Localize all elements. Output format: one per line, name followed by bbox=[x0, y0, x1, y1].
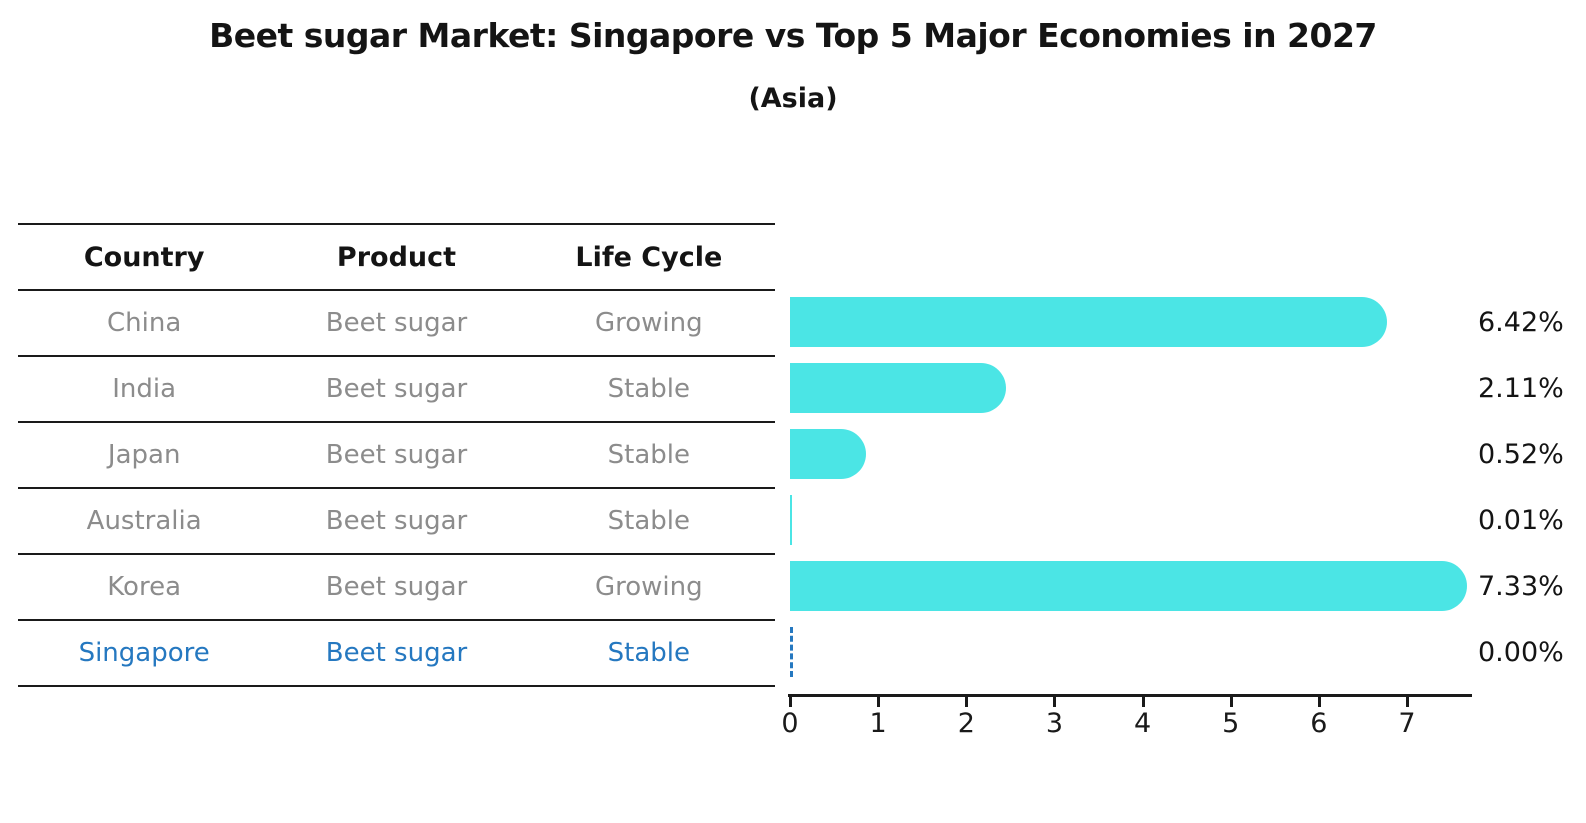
table-cell-life-cycle: Stable bbox=[607, 506, 690, 536]
bar-row-australia bbox=[790, 487, 1490, 553]
bar-row-korea bbox=[790, 553, 1490, 619]
table-cell-country: Australia bbox=[86, 506, 202, 536]
table-header-row: Country Product Life Cycle bbox=[18, 223, 775, 289]
x-axis-tick bbox=[1053, 694, 1057, 707]
value-label: 7.33% bbox=[1478, 570, 1564, 602]
bar-row-india bbox=[790, 355, 1490, 421]
x-axis-tick-label: 1 bbox=[869, 708, 887, 739]
bar-row-singapore bbox=[790, 619, 1490, 685]
bar-india bbox=[790, 363, 1007, 413]
bar-korea bbox=[790, 561, 1467, 611]
x-axis-tick bbox=[965, 694, 969, 707]
bar-japan bbox=[790, 429, 866, 479]
x-axis-tick-label: 4 bbox=[1133, 708, 1152, 739]
value-label: 0.52% bbox=[1478, 438, 1564, 470]
value-label: 2.11% bbox=[1478, 372, 1564, 404]
table-row: Japan Beet sugar Stable bbox=[18, 421, 775, 487]
table-cell-life-cycle: Stable bbox=[607, 374, 690, 404]
page-subtitle: (Asia) bbox=[748, 83, 838, 114]
x-axis-tick-label: 2 bbox=[957, 708, 975, 739]
x-axis-tick-label: 5 bbox=[1222, 708, 1240, 739]
bar-chart bbox=[790, 289, 1490, 685]
table-row: Korea Beet sugar Growing bbox=[18, 553, 775, 619]
x-axis-tick bbox=[1406, 694, 1409, 707]
table-header-cell: Country bbox=[83, 241, 205, 273]
table-cell-product: Beet sugar bbox=[325, 572, 468, 602]
x-axis bbox=[788, 694, 1472, 697]
table-cell-product: Beet sugar bbox=[325, 506, 468, 536]
table-cell-country: China bbox=[107, 308, 182, 338]
x-axis-tick bbox=[1229, 694, 1233, 707]
table-cell-life-cycle: Stable bbox=[607, 638, 690, 668]
table-cell-country: Korea bbox=[107, 572, 182, 602]
x-axis-tick bbox=[877, 694, 881, 707]
value-label: 0.01% bbox=[1478, 504, 1564, 536]
table-header-cell: Life Cycle bbox=[575, 241, 723, 273]
x-axis-tick bbox=[789, 694, 792, 707]
x-axis-tick-label: 0 bbox=[781, 708, 799, 739]
value-label: 6.42% bbox=[1478, 306, 1564, 338]
x-axis-tick-label: 7 bbox=[1398, 708, 1416, 739]
table-cell-product: Beet sugar bbox=[325, 308, 468, 338]
table-row: Singapore Beet sugar Stable bbox=[18, 619, 775, 685]
table-cell-life-cycle: Growing bbox=[594, 308, 703, 338]
page-title: Beet sugar Market: Singapore vs Top 5 Ma… bbox=[209, 16, 1377, 55]
bar-row-china bbox=[790, 289, 1490, 355]
table-cell-country: Singapore bbox=[78, 638, 210, 668]
table-row: Australia Beet sugar Stable bbox=[18, 487, 775, 553]
bar-row-japan bbox=[790, 421, 1490, 487]
bar-australia bbox=[790, 495, 792, 545]
table-cell-life-cycle: Growing bbox=[594, 572, 703, 602]
x-axis-tick bbox=[1317, 694, 1321, 707]
table-cell-product: Beet sugar bbox=[325, 638, 468, 668]
x-axis-tick-label: 3 bbox=[1045, 708, 1064, 739]
x-axis-tick-label: 6 bbox=[1310, 708, 1328, 739]
value-label: 0.00% bbox=[1478, 636, 1564, 668]
table-cell-product: Beet sugar bbox=[325, 440, 468, 470]
x-axis-tick bbox=[1141, 694, 1145, 707]
table-cell-country: Japan bbox=[107, 440, 181, 470]
market-table: Country Product Life Cycle China Beet sugar… bbox=[18, 223, 775, 687]
table-header-cell: Product bbox=[336, 241, 457, 273]
table-row: China Beet sugar Growing bbox=[18, 289, 775, 355]
bar-china bbox=[790, 297, 1387, 347]
table-cell-life-cycle: Stable bbox=[607, 440, 690, 470]
table-cell-product: Beet sugar bbox=[325, 374, 468, 404]
zero-dashed-line bbox=[790, 627, 793, 677]
table-row: India Beet sugar Stable bbox=[18, 355, 775, 421]
table-cell-country: India bbox=[112, 374, 177, 404]
